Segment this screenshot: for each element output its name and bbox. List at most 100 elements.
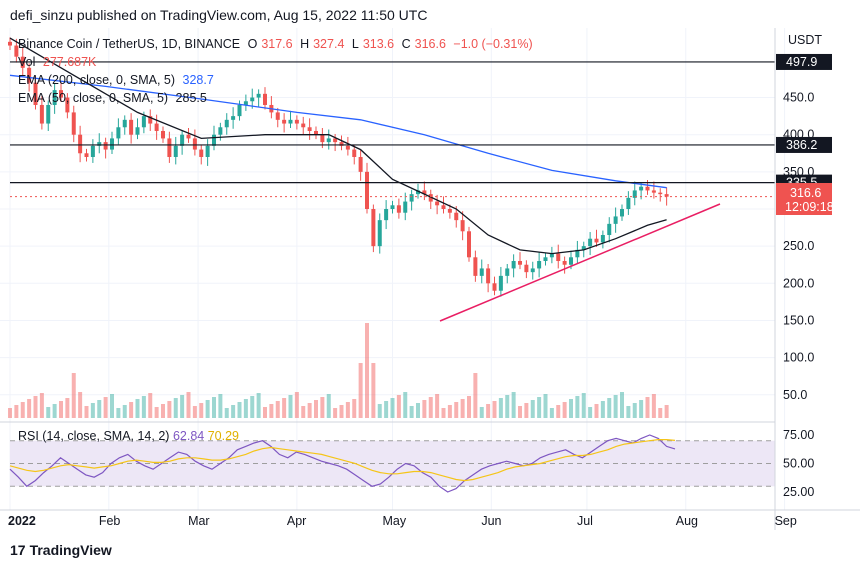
volume-bar bbox=[441, 408, 446, 418]
open-value: 317.6 bbox=[261, 37, 293, 51]
candle-body bbox=[454, 212, 459, 221]
volume-bar bbox=[46, 407, 51, 418]
volume-bar bbox=[237, 402, 242, 418]
volume-bar bbox=[530, 400, 535, 418]
volume-bar bbox=[594, 404, 599, 418]
rsi-tick-label: 75.00 bbox=[783, 428, 814, 442]
rsi-value: 62.84 bbox=[172, 429, 205, 443]
volume-bar bbox=[8, 408, 12, 418]
candle-body bbox=[651, 190, 656, 193]
candle-body bbox=[282, 119, 287, 124]
candle-body bbox=[422, 190, 427, 195]
time-tick-label: Mar bbox=[188, 514, 210, 528]
candle-body bbox=[110, 138, 114, 150]
candle-body bbox=[428, 194, 433, 202]
candle-body bbox=[39, 104, 44, 124]
rsi-axis[interactable]: 25.00 50.00 75.00 bbox=[783, 428, 814, 499]
candle-body bbox=[479, 268, 484, 276]
price-tick-label: 200.0 bbox=[783, 276, 814, 290]
time-axis[interactable]: 2022 Feb Mar Apr May Jun Jul Aug Sep bbox=[8, 514, 797, 528]
volume-bar bbox=[39, 393, 44, 418]
volume-bar bbox=[256, 393, 261, 418]
volume-bar bbox=[282, 398, 287, 418]
candle-body bbox=[384, 209, 389, 221]
volume-bar bbox=[326, 394, 331, 418]
volume-bar bbox=[14, 405, 19, 418]
time-tick-label: Apr bbox=[287, 514, 306, 528]
volume-bar bbox=[250, 396, 255, 418]
volume-bar bbox=[562, 402, 567, 418]
volume-bar bbox=[390, 398, 395, 418]
candle-body bbox=[626, 197, 631, 209]
volume-bar bbox=[479, 407, 484, 418]
candle-body bbox=[84, 153, 89, 157]
volume-bar bbox=[243, 399, 248, 418]
candle-body bbox=[52, 90, 57, 105]
vol-value: 277.687K bbox=[42, 55, 97, 69]
candle-body bbox=[339, 142, 344, 146]
volume-bar bbox=[396, 395, 401, 418]
candle-body bbox=[575, 249, 580, 258]
candle-body bbox=[135, 127, 140, 135]
volume-bar bbox=[352, 399, 357, 418]
rsi-line bbox=[9, 434, 676, 493]
price-tick-label: 450.0 bbox=[783, 91, 814, 105]
tradingview-footer[interactable]: 17 TradingView bbox=[10, 542, 112, 558]
candle-body bbox=[141, 116, 146, 128]
volume-bar bbox=[199, 403, 204, 418]
candle-body bbox=[549, 253, 554, 258]
candle-body bbox=[358, 156, 363, 172]
volume-bar bbox=[428, 397, 433, 418]
volume-bar bbox=[384, 401, 389, 418]
candle-body bbox=[314, 130, 318, 135]
candle-body bbox=[33, 82, 38, 105]
candle-body bbox=[588, 238, 593, 247]
candle-body bbox=[65, 97, 70, 113]
volume-bar bbox=[556, 405, 561, 418]
volume-bar bbox=[167, 401, 172, 418]
candle-body bbox=[231, 116, 236, 120]
candle-body bbox=[224, 119, 229, 128]
candle-body bbox=[498, 275, 503, 291]
currency-label: USDT bbox=[788, 33, 822, 47]
volume-bar bbox=[664, 405, 669, 418]
candle-body bbox=[78, 134, 83, 154]
candle-body bbox=[237, 104, 242, 117]
candle-body bbox=[371, 209, 376, 247]
volume-bar bbox=[645, 397, 650, 418]
level-badge bbox=[776, 53, 832, 70]
time-tick-label: Jul bbox=[577, 514, 593, 528]
volume-bar bbox=[173, 398, 178, 418]
volume-bar bbox=[129, 402, 134, 418]
volume-bar bbox=[537, 397, 542, 418]
candle-body bbox=[116, 127, 121, 139]
volume-bar bbox=[52, 404, 57, 418]
ema200-value: 328.7 bbox=[182, 73, 214, 87]
candle-body bbox=[511, 261, 516, 269]
volume-bar bbox=[339, 405, 344, 418]
low-value: 313.6 bbox=[362, 37, 395, 51]
support-trendline bbox=[439, 203, 721, 322]
candle-body bbox=[71, 112, 76, 135]
high-label: H bbox=[300, 37, 310, 51]
price-tick-label: 100.0 bbox=[783, 351, 814, 365]
low-label: L bbox=[351, 37, 359, 51]
volume-bar bbox=[543, 394, 548, 418]
volume-bar bbox=[218, 394, 223, 418]
volume-bar bbox=[416, 403, 420, 418]
price-axis[interactable]: 50.0100.0150.0200.0250.0300.0350.0400.04… bbox=[783, 91, 814, 402]
grid bbox=[0, 28, 786, 510]
volume-bar bbox=[275, 401, 280, 418]
candle-body bbox=[460, 220, 465, 232]
candle-body bbox=[14, 45, 19, 57]
volume-bar bbox=[511, 392, 516, 418]
rsi-label: RSI (14, close, SMA, 14, 2) bbox=[18, 429, 170, 443]
candle-body bbox=[530, 268, 535, 273]
candle-body bbox=[543, 257, 548, 262]
price-tick-label: 250.0 bbox=[783, 239, 814, 253]
volume-bar bbox=[524, 403, 529, 418]
brand-label: TradingView bbox=[29, 542, 112, 558]
candle-body bbox=[256, 93, 261, 98]
volume-bar bbox=[84, 406, 89, 418]
